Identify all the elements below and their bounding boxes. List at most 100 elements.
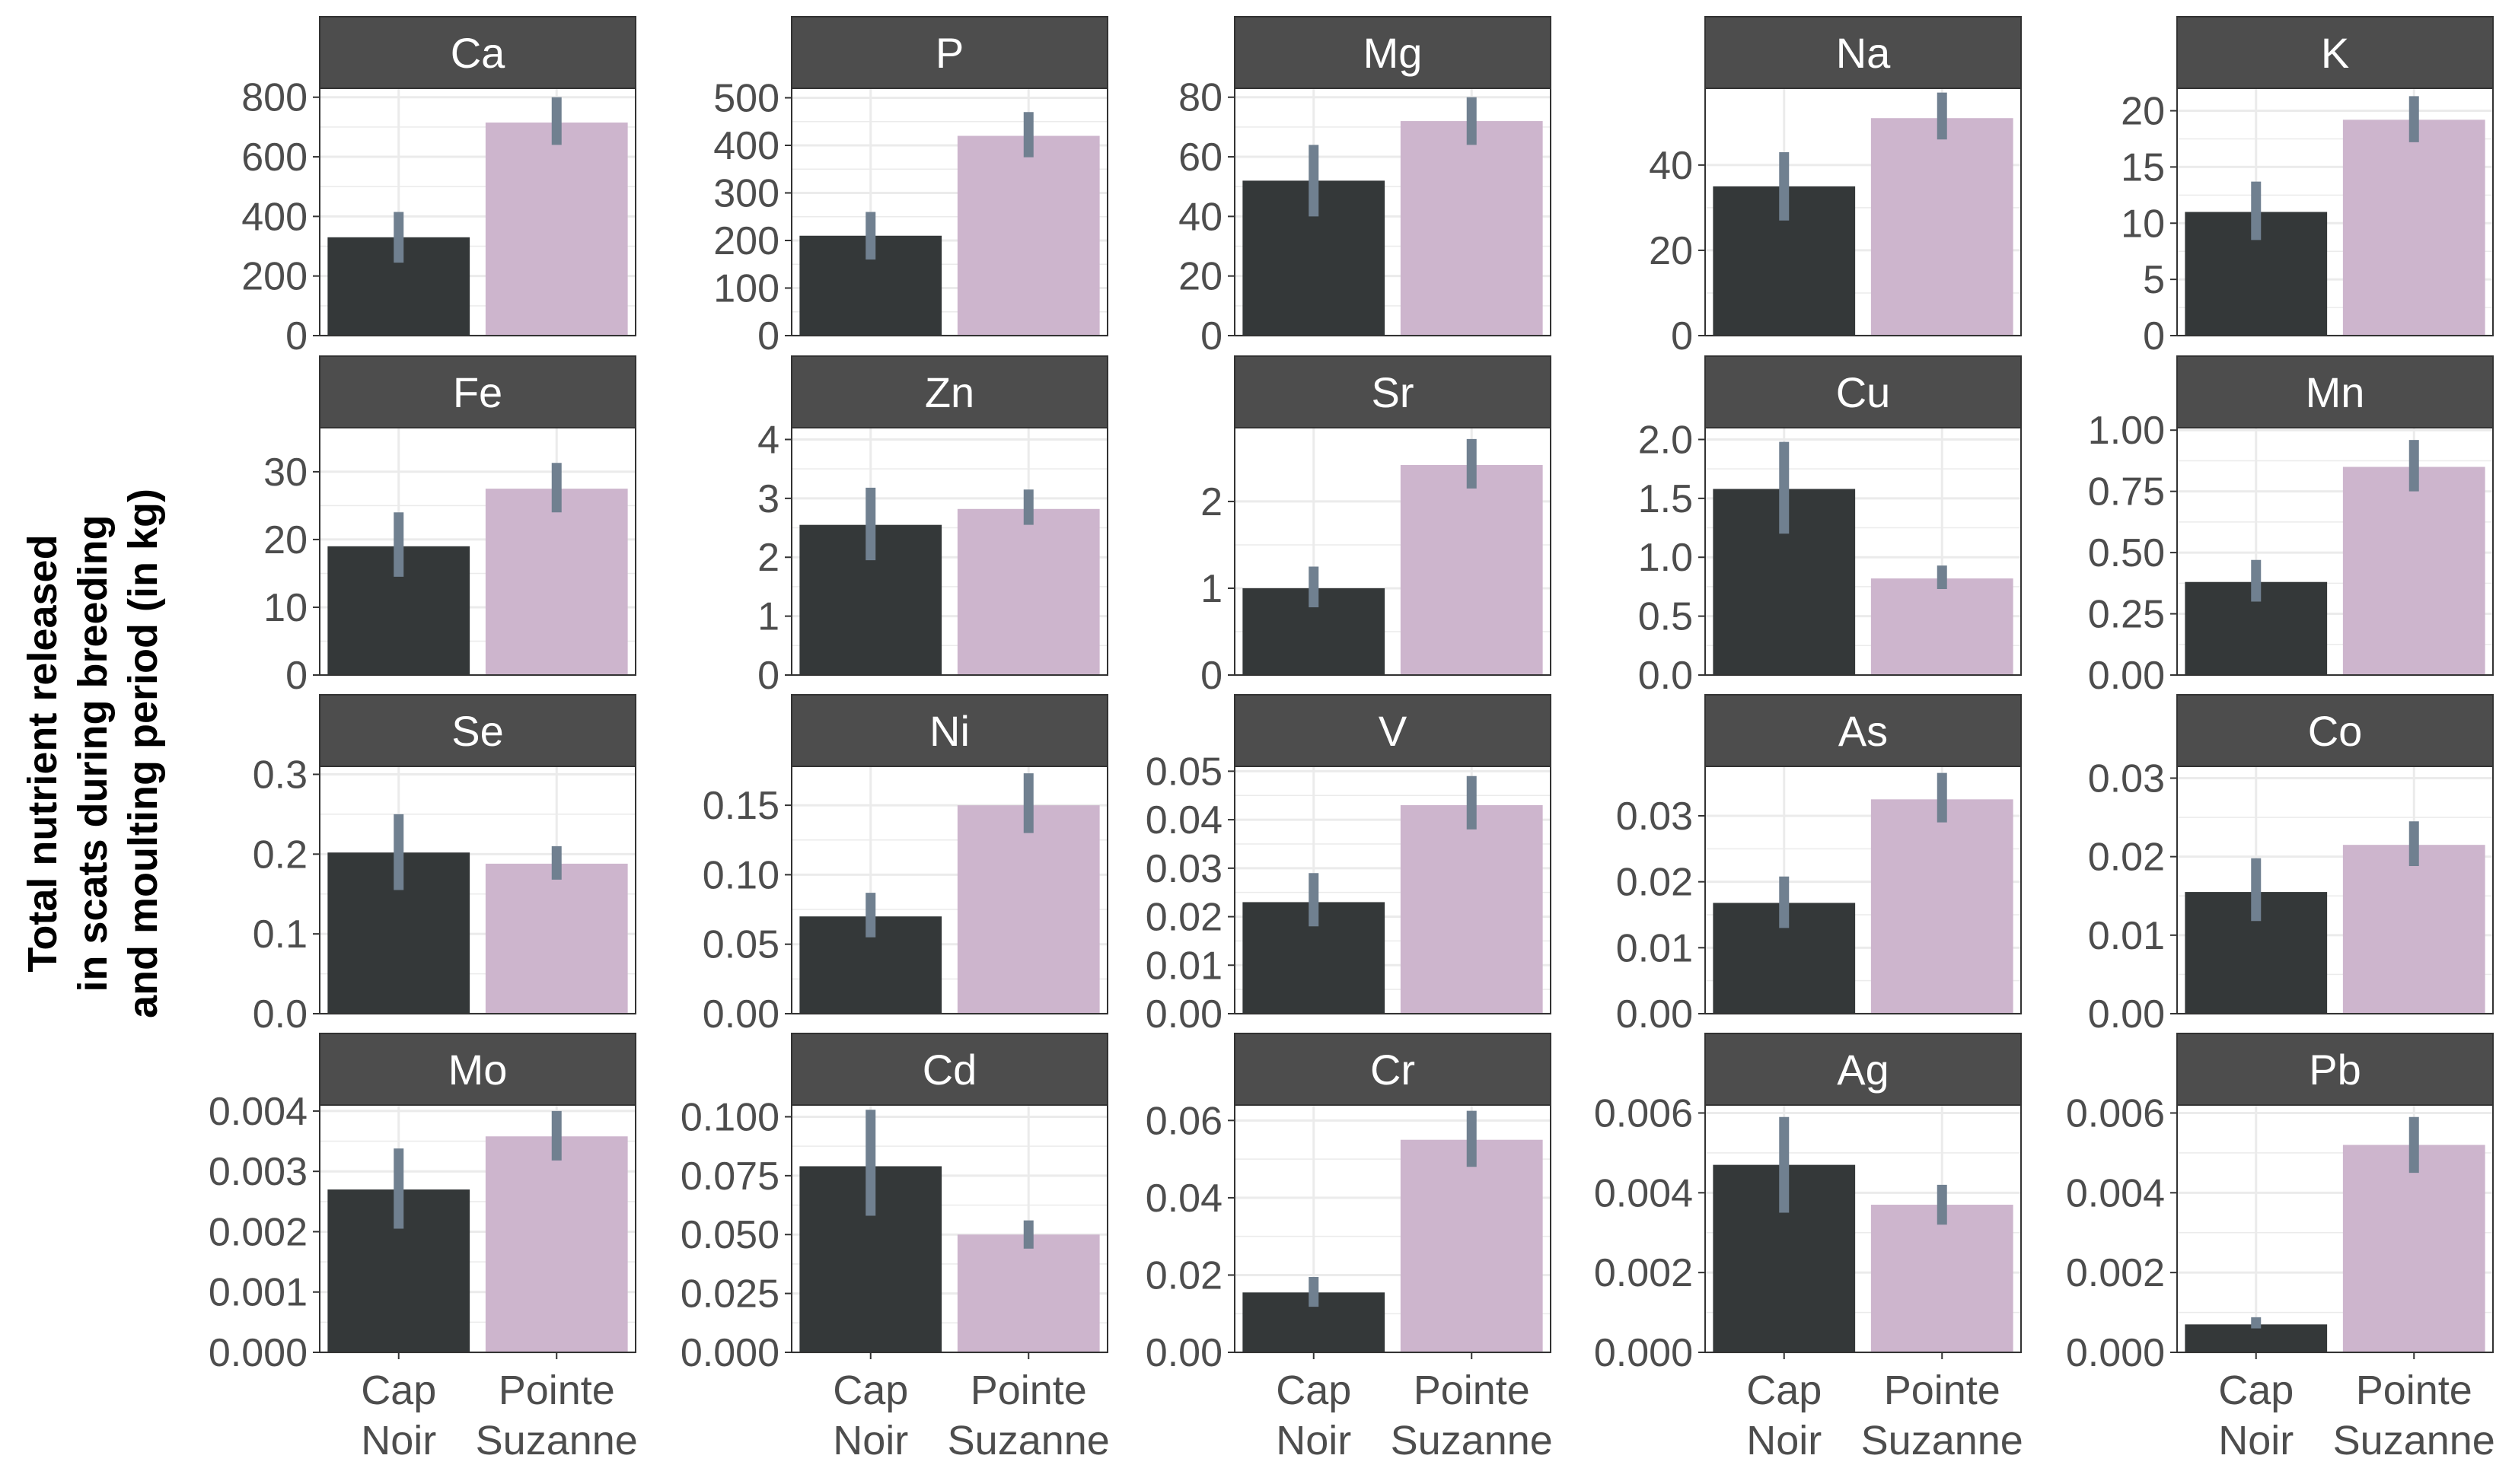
y-tick-label: 0.00 (1616, 992, 1693, 1037)
y-axis-title-line-1: Total nutrient released (20, 534, 65, 972)
strip-co (2176, 694, 2494, 767)
strip-label: Ca (451, 29, 505, 77)
x-tick-label-line-2: Suzanne (1861, 1418, 2023, 1463)
panel-border (1234, 427, 1551, 676)
panel-na: Na 0 20 40 (1649, 16, 2022, 358)
panel-cr: Cr 0.00 0.02 0.04 0.06 Cap Noir Pointe Suzanne (1146, 1033, 1553, 1463)
y-tick-label: 0.75 (2088, 470, 2165, 514)
panel-zn: Zn 0 1 2 3 4 (757, 355, 1108, 698)
y-tick-label: 20 (1178, 255, 1223, 299)
panel-mo: Mo 0.000 0.001 0.002 0.003 0.004 Cap Noir Pointe… (209, 1033, 638, 1463)
y-tick-label: 0.02 (1146, 1253, 1223, 1298)
bar-pointe-suzanne (485, 489, 628, 675)
y-tick-label: 0 (285, 654, 308, 698)
panel-ag: Ag 0.000 0.002 0.004 0.006 Cap Noir Pointe Suzan… (1594, 1033, 2023, 1463)
y-tick-label: 0.01 (1616, 926, 1693, 970)
y-tick-label: 0.00 (703, 992, 779, 1037)
x-tick-label-line-2: Noir (1276, 1418, 1351, 1463)
strip-k (2176, 16, 2494, 89)
y-tick-label: 20 (263, 518, 308, 562)
strip-pb (2176, 1033, 2494, 1106)
panel-co: Co 0.00 0.01 0.02 0.03 (2088, 694, 2494, 1037)
y-tick-label: 0.02 (2088, 836, 2165, 880)
panel-border (1234, 1104, 1551, 1353)
panel-pb: Pb 0.000 0.002 0.004 0.006 Cap Noir Pointe Suzan… (2066, 1033, 2495, 1463)
bar-pointe-suzanne (1400, 121, 1543, 336)
y-tick-label: 0.02 (1616, 861, 1693, 905)
y-tick-label: 0.006 (2066, 1091, 2165, 1135)
y-tick-label: 0 (1200, 654, 1223, 698)
y-tick-label: 5 (2143, 258, 2165, 302)
x-tick-label-line-2: Noir (361, 1418, 436, 1463)
panel-v: V 0.000.010.02 0.03 0.040.05 (1146, 694, 1551, 1037)
panel-border (319, 88, 636, 336)
y-tick-label: 0.050 (681, 1213, 779, 1257)
strip-label: Na (1836, 29, 1891, 77)
panel-cu: Cu 0.0 0.5 1.0 1.5 2.0 (1638, 355, 2022, 698)
y-tick-label: 40 (1178, 195, 1223, 239)
y-tick-label: 0.01 (1146, 944, 1223, 988)
bar-pointe-suzanne (1870, 799, 2013, 1014)
y-tick-label: 500 (713, 77, 779, 121)
y-tick-label: 1 (1200, 567, 1223, 611)
y-tick-label: 0.00 (2088, 654, 2165, 698)
strip-as (1704, 694, 2022, 767)
strip-label: Cr (1370, 1046, 1415, 1094)
strip-label: Mo (448, 1046, 508, 1094)
y-tick-label: 10 (263, 586, 308, 630)
panel-border (1234, 88, 1551, 336)
y-tick-label: 0.0 (1638, 654, 1693, 698)
y-tick-label: 0.002 (1594, 1251, 1693, 1295)
panel-border (2176, 88, 2494, 336)
y-tick-label: 0 (1671, 314, 1693, 358)
bar-pointe-suzanne (2342, 467, 2485, 675)
bar-pointe-suzanne (1870, 118, 2013, 336)
panel-border (1704, 427, 2022, 676)
y-tick-label: 4 (757, 418, 779, 462)
x-tick-label-line-2: Noir (2218, 1418, 2294, 1463)
y-tick-label: 0.5 (1638, 595, 1693, 639)
strip-label: Co (2308, 707, 2363, 755)
y-tick-label: 0.06 (1146, 1099, 1223, 1143)
panel-border (791, 427, 1108, 676)
strip-label: P (936, 29, 964, 77)
panel-mn: Mn 0.00 0.25 0.50 0.75 1.00 (2088, 355, 2494, 698)
y-tick-label: 0.03 (2088, 756, 2165, 801)
y-tick-label: 0.03 (1616, 795, 1693, 839)
bar-pointe-suzanne (1870, 578, 2013, 675)
bar-pointe-suzanne (2342, 845, 2485, 1014)
panel-cd: Cd 0.000 0.025 0.050 0.075 0.100 Cap Noir Pointe… (681, 1033, 1110, 1463)
y-tick-label: 0.00 (1146, 1331, 1223, 1375)
y-tick-label: 0.004 (2066, 1171, 2165, 1215)
y-tick-label: 0 (757, 654, 779, 698)
panel-border (319, 766, 636, 1014)
y-tick-label: 0.25 (2088, 593, 2165, 637)
panel-mg: Mg 0 20 40 60 80 (1178, 16, 1551, 358)
bar-pointe-suzanne (485, 863, 628, 1014)
x-tick-label-line-1: Pointe (499, 1368, 615, 1413)
panel-as: As 0.00 0.01 0.02 0.03 (1616, 694, 2022, 1037)
strip-label: Pb (2309, 1046, 2361, 1094)
y-tick-label: 0.01 (2088, 914, 2165, 958)
y-axis-title-line-2: in scats during breeding (70, 514, 116, 992)
bar-pointe-suzanne (957, 508, 1100, 675)
y-tick-label: 0.1 (253, 912, 308, 957)
y-tick-label: 30 (263, 451, 308, 495)
x-tick-label-line-2: Noir (1746, 1418, 1822, 1463)
strip-p (791, 16, 1108, 89)
panel-sr: Sr 0 1 2 (1200, 355, 1551, 698)
strip-label: Mn (2306, 368, 2365, 416)
y-tick-label: 0.2 (253, 833, 308, 877)
x-tick-label-line-2: Suzanne (2333, 1418, 2495, 1463)
bar-pointe-suzanne (485, 1136, 628, 1352)
panel-ni: Ni 0.00 0.05 0.10 0.15 (703, 694, 1108, 1037)
strip-label: Ag (1837, 1046, 1889, 1094)
strip-cr (1234, 1033, 1551, 1106)
panel-se: Se 0.0 0.1 0.2 0.3 (253, 694, 636, 1037)
panel-border (319, 427, 636, 676)
y-tick-label: 0 (757, 314, 779, 358)
strip-ca (319, 16, 636, 89)
x-tick-label-line-1: Cap (2218, 1368, 2294, 1413)
